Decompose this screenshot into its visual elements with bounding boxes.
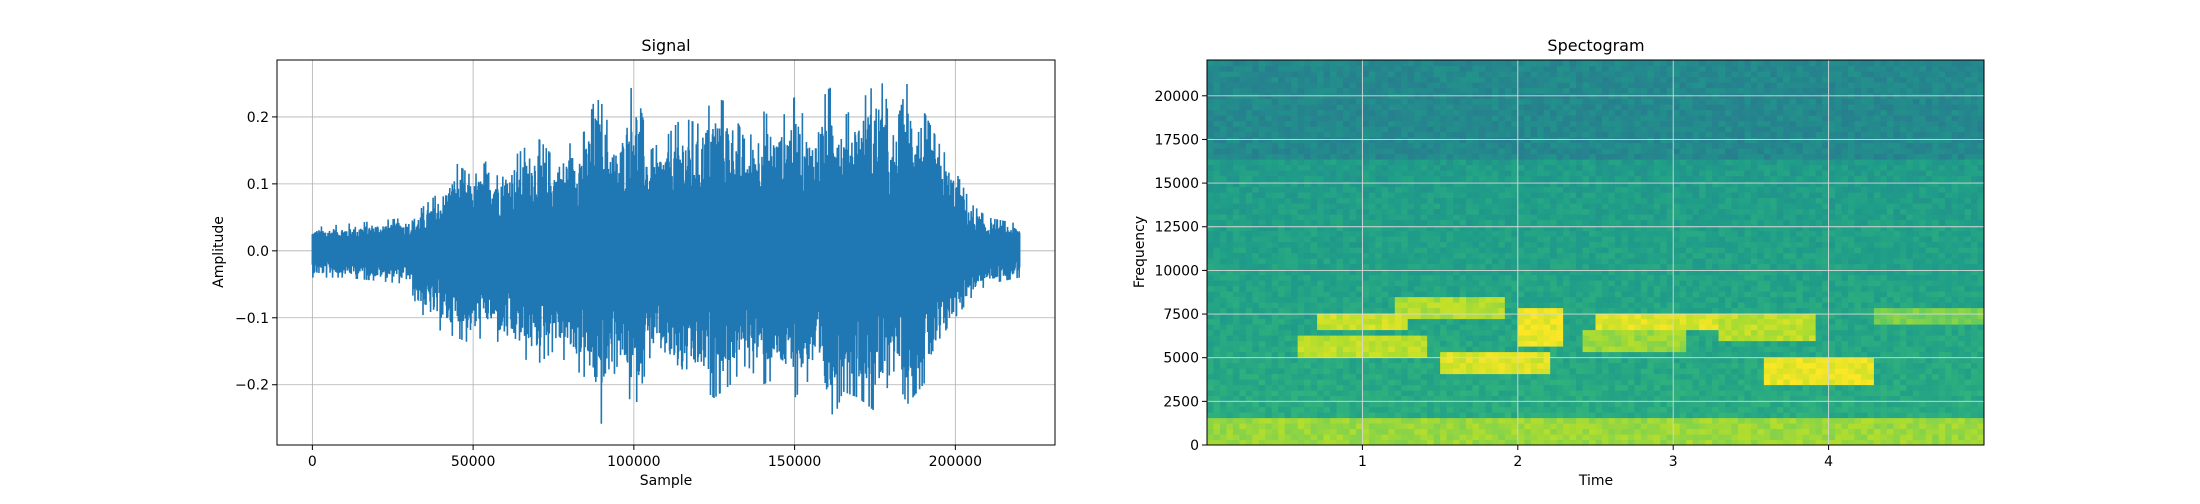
y-tick-label: 0.2 bbox=[247, 110, 269, 126]
y-tick-label: 0.1 bbox=[247, 177, 269, 193]
y-axis-label: Amplitude bbox=[211, 216, 227, 288]
y-tick-label: 15000 bbox=[1154, 176, 1199, 192]
x-tick-label: 2 bbox=[1513, 454, 1522, 470]
x-tick-label: 150000 bbox=[768, 454, 821, 470]
y-tick-label: 20000 bbox=[1154, 89, 1199, 105]
y-tick-label: −0.2 bbox=[235, 378, 269, 394]
x-tick-label: 1 bbox=[1358, 454, 1367, 470]
x-tick-label: 4 bbox=[1824, 454, 1833, 470]
y-tick-label: 2500 bbox=[1163, 394, 1199, 410]
x-tick-label: 50000 bbox=[451, 454, 496, 470]
spectrogram-chart: Spectogram 1 2 3 4 0 2500 5000 7500 10000 12500 1… bbox=[1132, 36, 1985, 489]
chart-title: Signal bbox=[641, 36, 690, 55]
y-tick-label: 10000 bbox=[1154, 263, 1199, 279]
y-axis-label: Frequency bbox=[1132, 216, 1148, 288]
x-axis-label: Time bbox=[1578, 473, 1613, 489]
x-tick-label: 3 bbox=[1669, 454, 1678, 470]
x-tick-label: 0 bbox=[308, 454, 317, 470]
y-tick-label: 17500 bbox=[1154, 132, 1199, 148]
y-tick-label: 0.0 bbox=[247, 244, 269, 260]
y-tick-label: −0.1 bbox=[235, 311, 269, 327]
y-tick-label: 7500 bbox=[1163, 307, 1199, 323]
spectrogram-image bbox=[1207, 60, 1985, 446]
y-tick-label: 0 bbox=[1190, 438, 1199, 454]
y-tick-label: 12500 bbox=[1154, 220, 1199, 236]
y-tick-label: 5000 bbox=[1163, 351, 1199, 367]
x-tick-label: 200000 bbox=[929, 454, 982, 470]
x-axis-label: Sample bbox=[640, 473, 693, 489]
chart-title: Spectogram bbox=[1547, 36, 1644, 55]
x-tick-label: 100000 bbox=[607, 454, 660, 470]
